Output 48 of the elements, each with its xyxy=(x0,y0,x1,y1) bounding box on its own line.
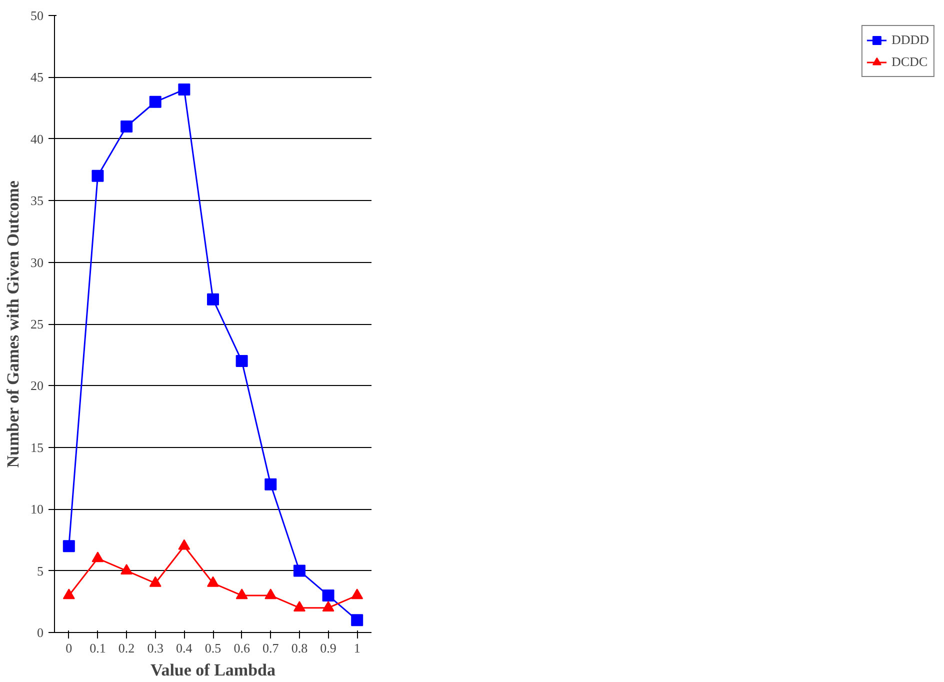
legend-label: DCDC xyxy=(891,54,928,70)
point xyxy=(264,478,277,490)
x-axis-title: Value of Lambda xyxy=(150,660,276,680)
x-tick-label: 0.1 xyxy=(90,640,106,656)
point xyxy=(293,564,306,577)
y-tick-label: 5 xyxy=(37,563,44,578)
point xyxy=(293,600,306,612)
point xyxy=(92,170,104,182)
point xyxy=(178,539,190,550)
point xyxy=(236,355,248,368)
y-tick-label: 30 xyxy=(30,254,44,270)
x-tick-label: 0.3 xyxy=(147,640,164,656)
y-tick-label: 50 xyxy=(30,8,44,23)
point xyxy=(62,588,75,600)
point xyxy=(207,576,219,587)
y-tick-label: 10 xyxy=(30,502,44,517)
legend-label: DDDD xyxy=(891,32,929,48)
x-tick-label: 0 xyxy=(66,640,72,656)
point xyxy=(120,120,133,133)
point xyxy=(149,96,162,108)
x-tick-label: 0.6 xyxy=(234,640,250,656)
x-tick-label: 0.4 xyxy=(176,640,193,656)
y-tick-label: 20 xyxy=(30,378,44,394)
y-tick-label: 15 xyxy=(30,440,44,455)
point xyxy=(120,564,133,574)
point xyxy=(207,293,219,306)
point xyxy=(351,614,364,626)
point xyxy=(62,540,75,552)
point xyxy=(236,588,248,600)
point xyxy=(351,588,364,600)
point xyxy=(322,600,334,612)
y-tick-label: 25 xyxy=(30,316,44,332)
point xyxy=(322,589,334,602)
x-tick-label: 1 xyxy=(354,640,360,656)
point xyxy=(149,576,162,587)
x-tick-label: 0.9 xyxy=(320,640,336,656)
y-tick-label: 0 xyxy=(37,625,44,640)
y-tick-label: 35 xyxy=(30,193,44,208)
point xyxy=(92,552,104,562)
point xyxy=(264,588,277,600)
x-tick-label: 0.7 xyxy=(262,640,280,656)
y-tick-label: 45 xyxy=(30,70,44,85)
y-tick-label: 40 xyxy=(30,131,44,146)
point xyxy=(178,84,190,96)
x-tick-label: 0.5 xyxy=(204,640,222,656)
x-tick-label: 0.2 xyxy=(118,640,135,656)
y-axis-title: Number of Games with Given Outcome xyxy=(4,180,22,468)
x-tick-label: 0.8 xyxy=(291,640,308,656)
